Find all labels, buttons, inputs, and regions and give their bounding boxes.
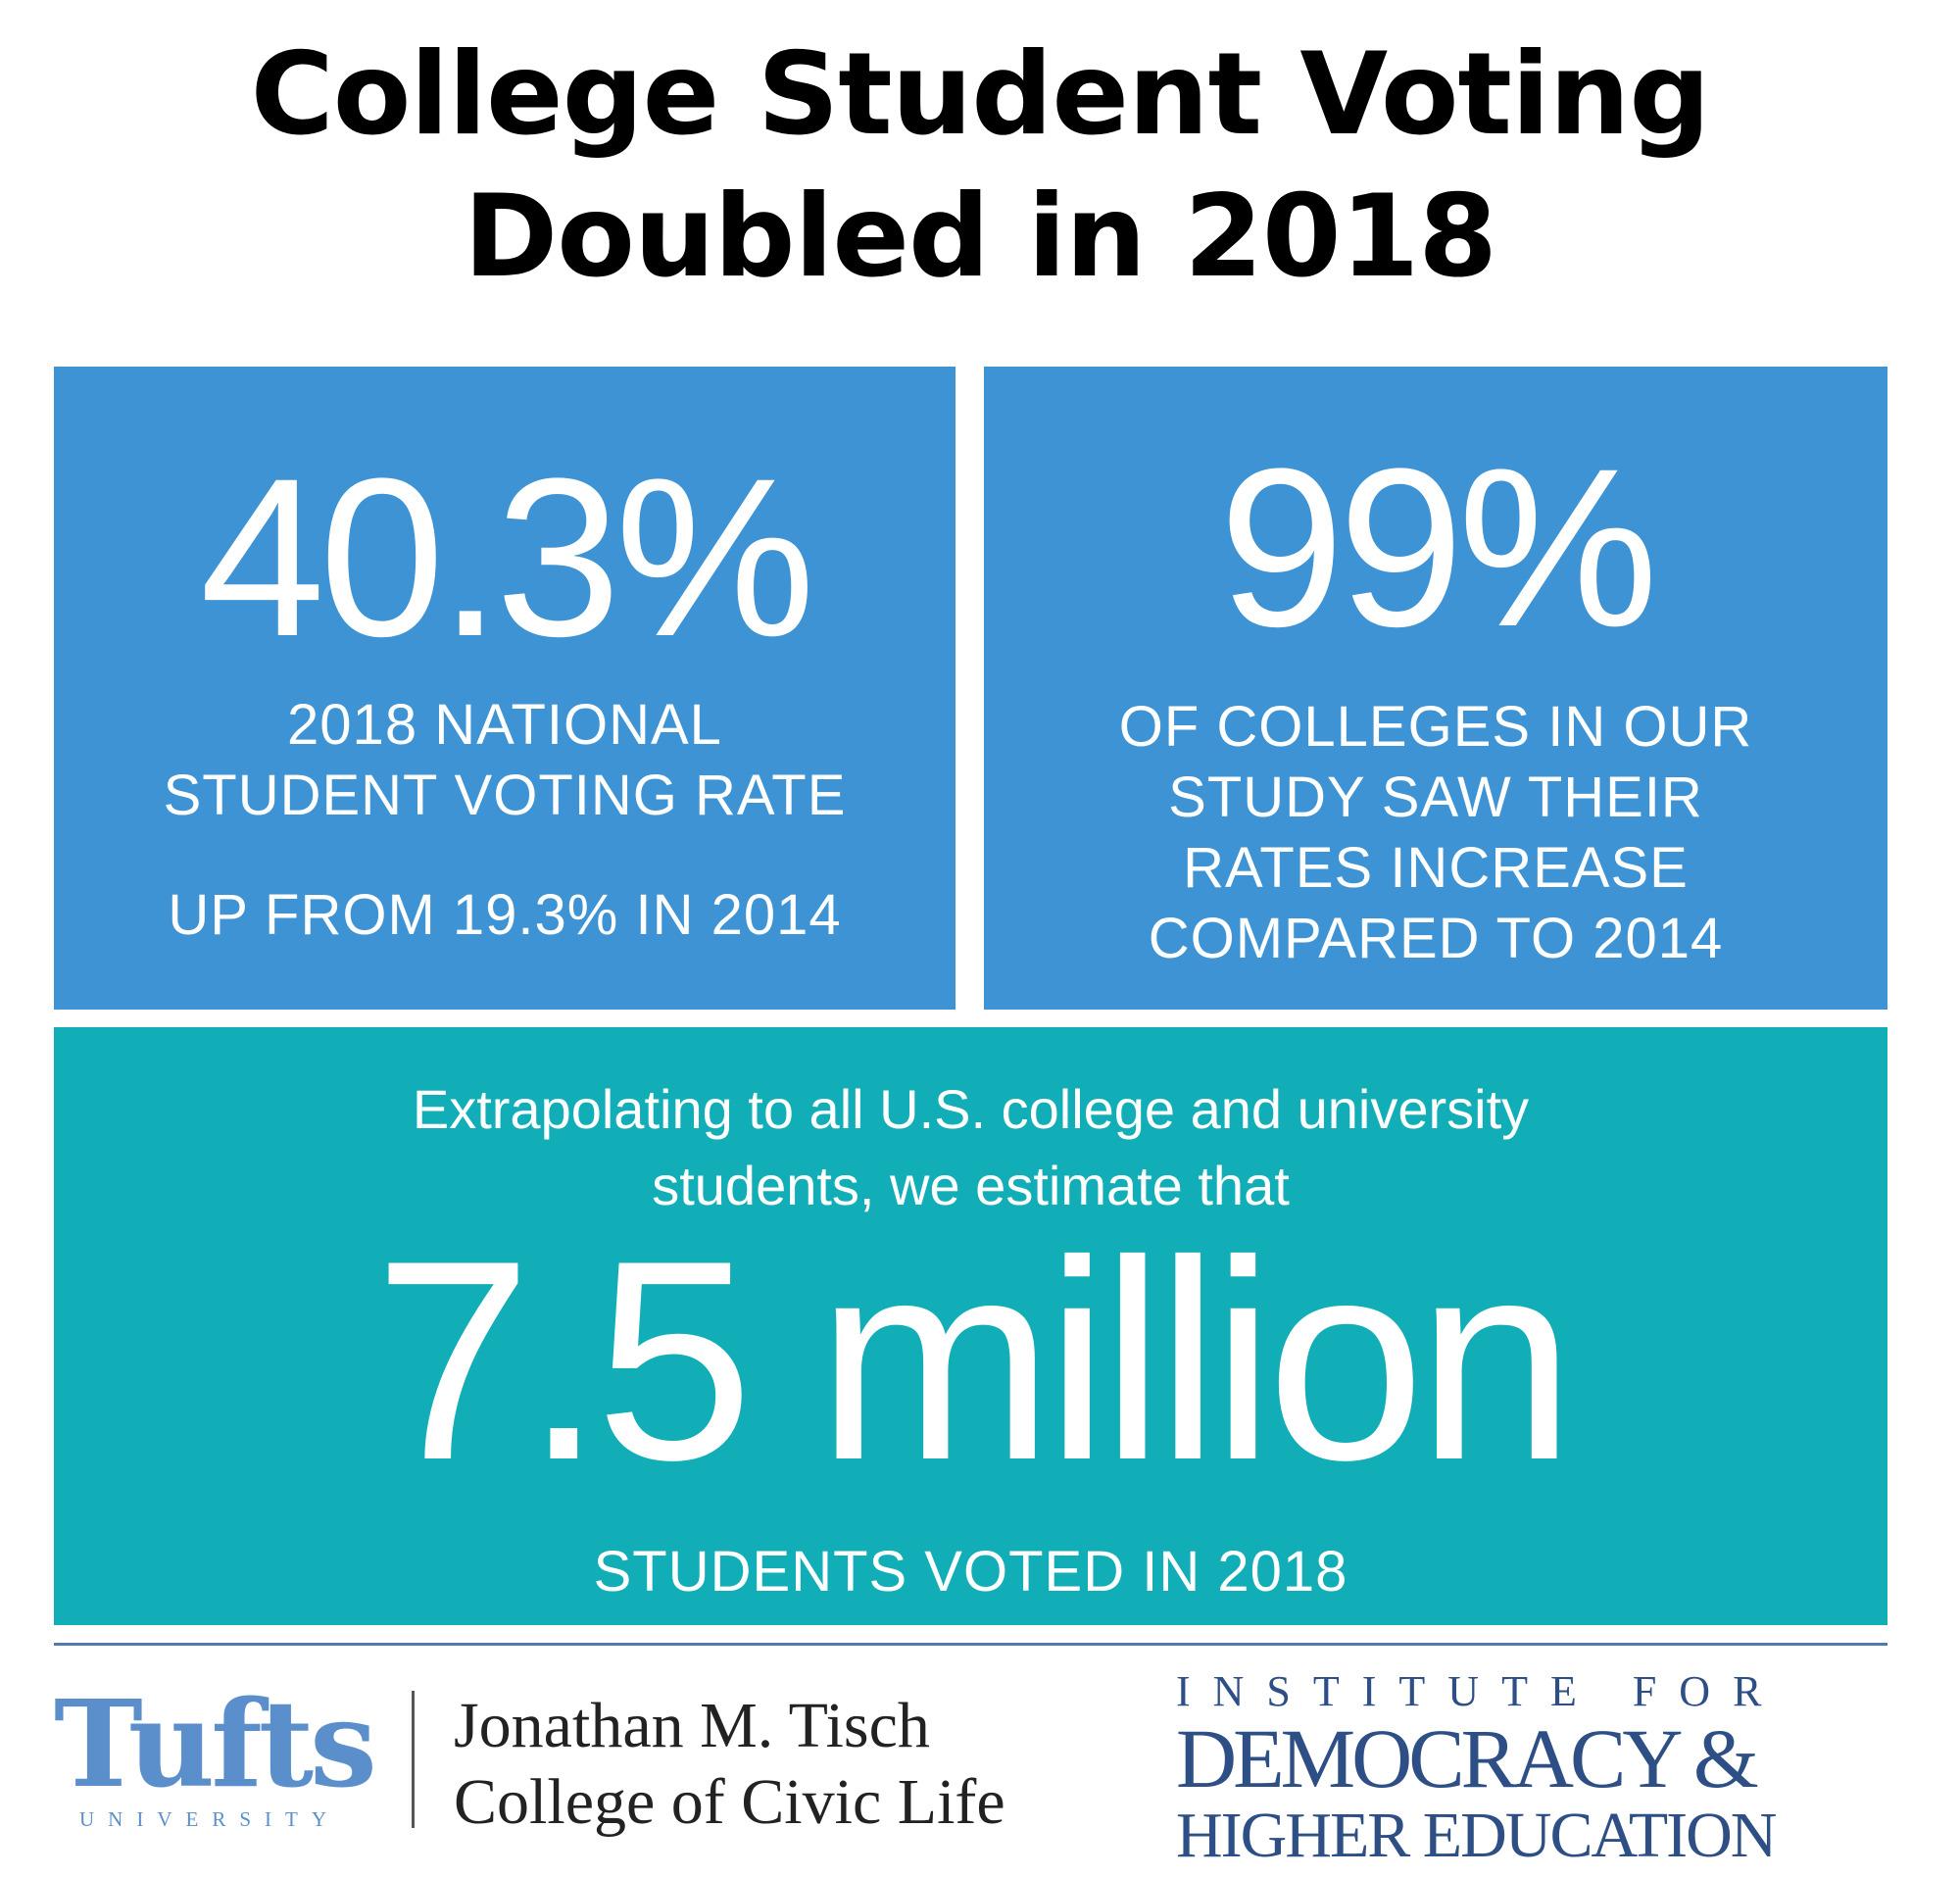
page-title: College Student Voting Doubled in 2018 [0,24,1960,308]
colleges-caption-line-4: COMPARED TO 2014 [1148,907,1724,970]
national-rate-note: UP FROM 19.3% IN 2014 [168,883,842,947]
national-rate-caption: 2018 NATIONAL STUDENT VOTING RATE [54,690,956,831]
national-rate-panel: 40.3% 2018 NATIONAL STUDENT VOTING RATE … [54,367,956,1010]
colleges-increase-caption: OF COLLEGES IN OUR STUDY SAW THEIR RATES… [984,692,1887,974]
national-rate-caption-line-2: STUDENT VOTING RATE [163,764,847,827]
total-voters-lead-line-2: students, we estimate that [652,1155,1290,1216]
total-voters-caption: STUDENTS VOTED IN 2018 [593,1540,1348,1604]
idhe-logo: INSTITUTE FOR DEMOCRACY & HIGHER EDUCATI… [1176,1666,1887,1872]
colleges-caption-line-3: RATES INCREASE [1183,836,1689,900]
footer-divider [54,1643,1887,1646]
tisch-line-2: College of Civic Life [454,1766,1005,1838]
idhe-line-2: DEMOCRACY & [1176,1711,1759,1805]
idhe-line-3: HIGHER EDUCATION [1176,1800,1777,1871]
national-rate-value: 40.3% [199,431,815,683]
tufts-university-label: UNIVERSITY [79,1807,340,1831]
total-voters-lead: Extrapolating to all U.S. college and un… [54,1071,1887,1224]
total-voters-panel: Extrapolating to all U.S. college and un… [54,1027,1887,1625]
title-line-2: Doubled in 2018 [463,171,1497,303]
logo-separator [412,1691,415,1828]
idhe-line-1: INSTITUTE FOR [1176,1667,1785,1715]
total-voters-value: 7.5 million [373,1202,1576,1519]
tufts-logo: Tufts UNIVERSITY [54,1673,377,1831]
title-line-1: College Student Voting [250,28,1711,161]
colleges-increase-value: 99% [1218,421,1658,673]
colleges-caption-line-2: STUDY SAW THEIR [1168,766,1703,829]
national-rate-caption-line-1: 2018 NATIONAL [287,693,722,757]
tufts-wordmark: Tufts [54,1673,377,1814]
colleges-increase-panel: 99% OF COLLEGES IN OUR STUDY SAW THEIR R… [984,367,1887,1010]
tisch-line-1: Jonathan M. Tisch [454,1690,930,1761]
total-voters-lead-line-1: Extrapolating to all U.S. college and un… [412,1078,1530,1140]
colleges-caption-line-1: OF COLLEGES IN OUR [1118,695,1753,759]
tisch-college-logo: Jonathan M. Tisch College of Civic Life [454,1688,1005,1841]
